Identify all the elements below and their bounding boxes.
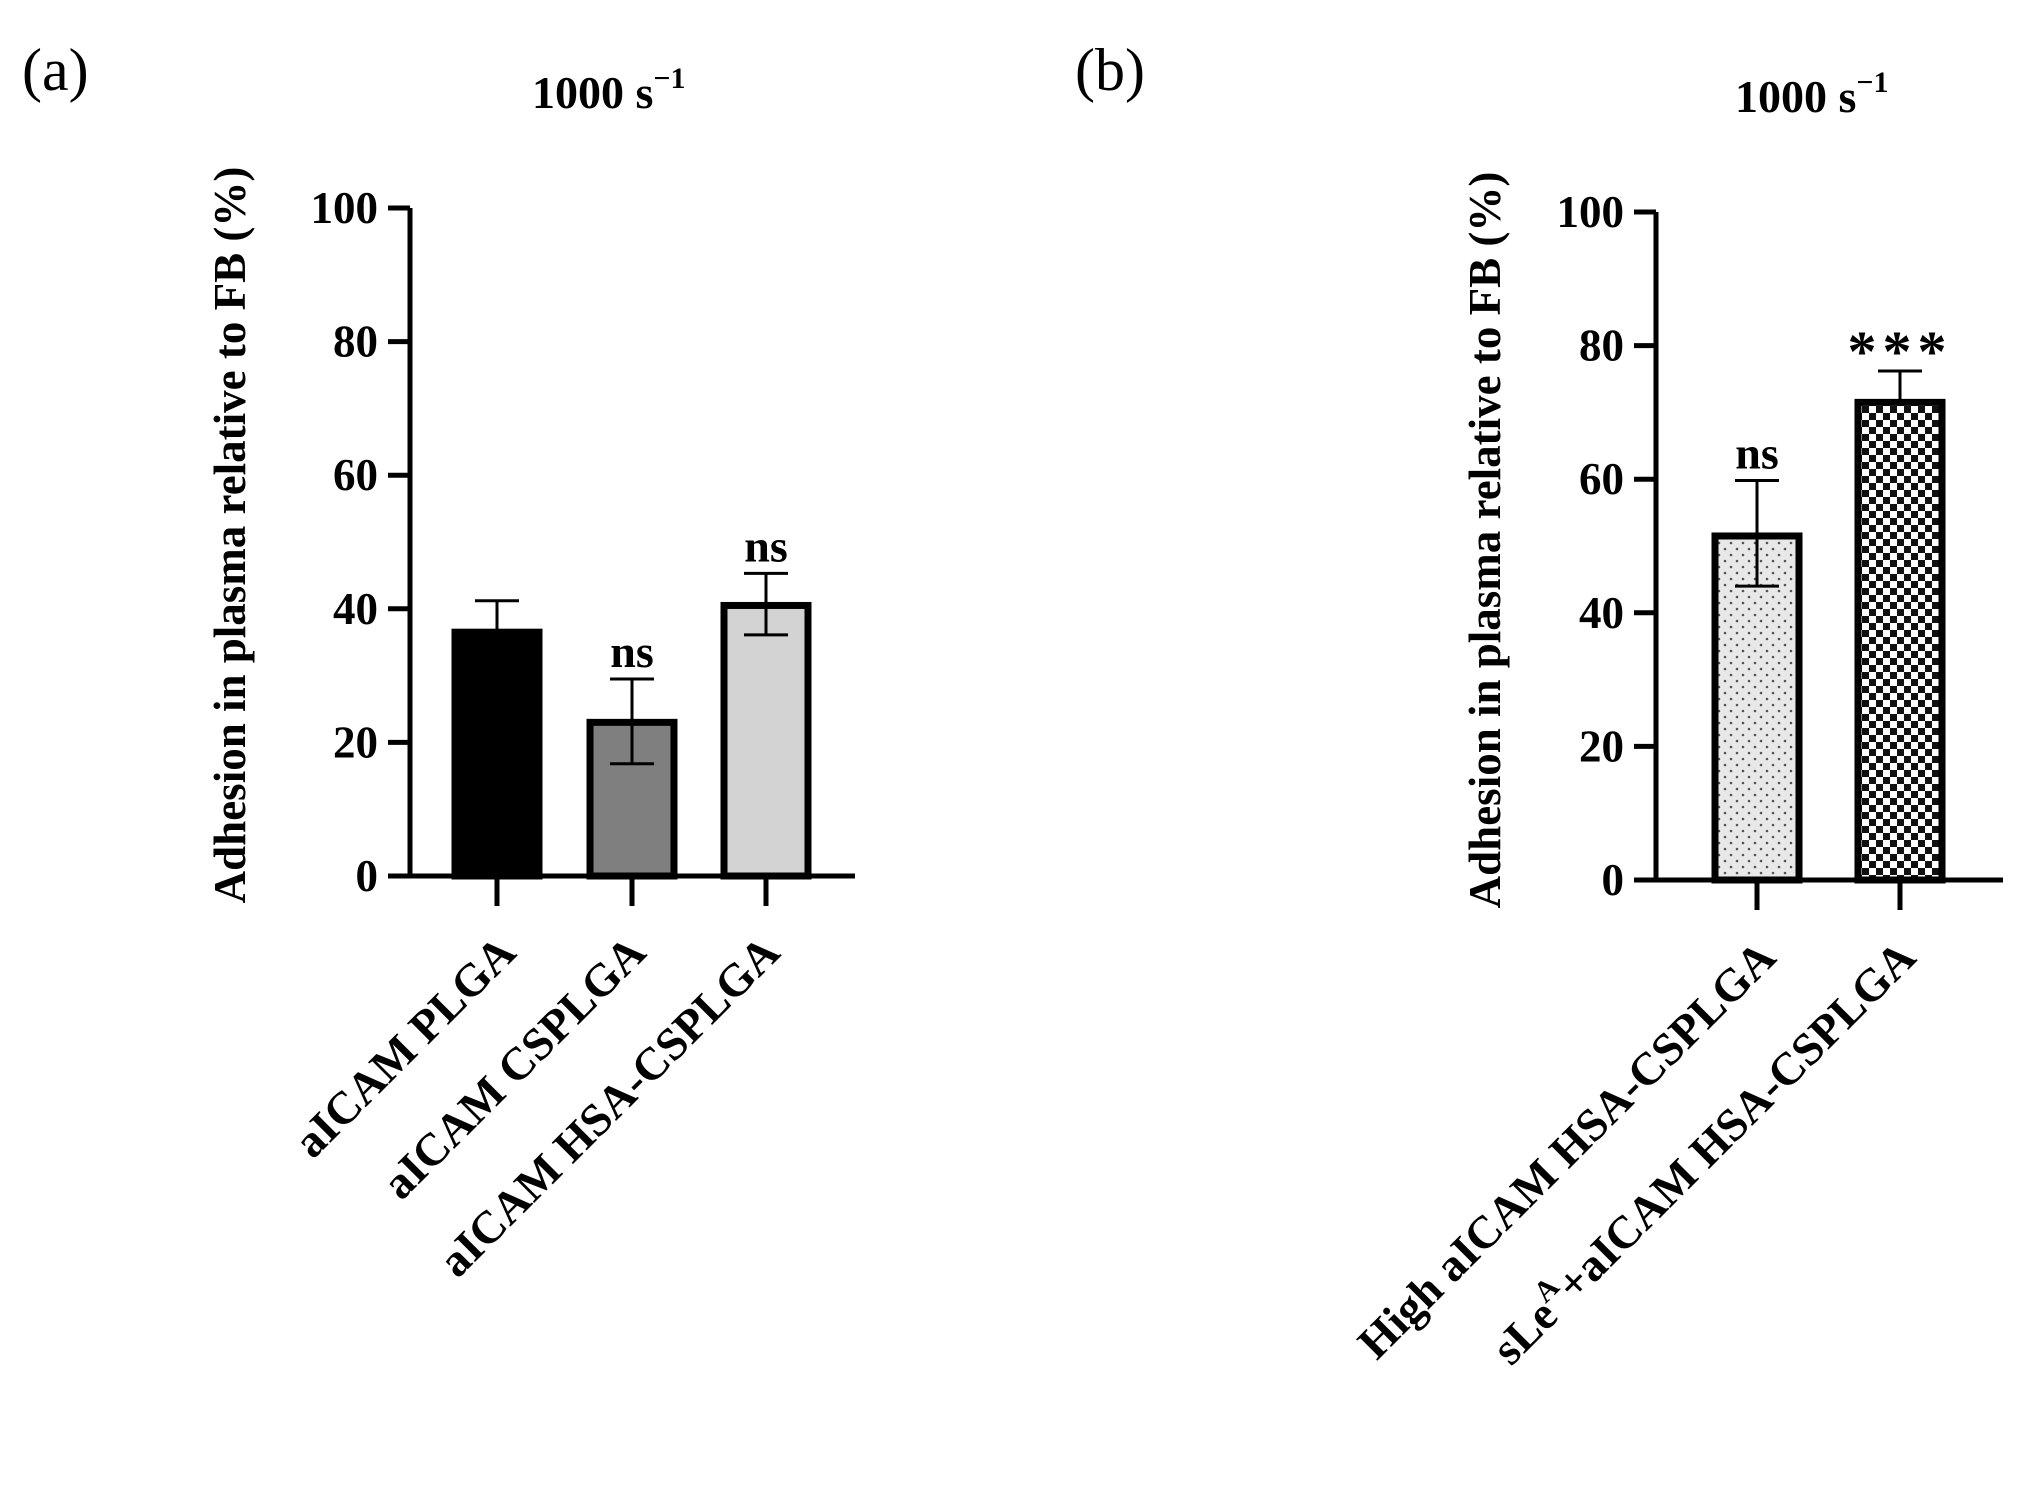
y-axis-ticks: 0 20 40 60 80 100 (311, 183, 410, 901)
significance-label: ns (610, 626, 653, 677)
panel-b: (b) 1000 s−1 Adhesion in plasma relative… (1075, 37, 2003, 1374)
y-axis-ticks: 0 20 40 60 80 100 (1557, 187, 1656, 905)
bar (451, 628, 543, 880)
panel-label: (b) (1075, 37, 1145, 103)
x-category-label: aICAM PLGA (284, 926, 525, 1167)
significance-label: *** (1848, 319, 1953, 384)
error-bar (744, 571, 788, 637)
error-bar (1878, 369, 1922, 403)
error-bar (610, 677, 654, 766)
error-bar (475, 599, 519, 633)
error-bar (1735, 479, 1779, 588)
chart-title: 1000 s−1 (1735, 66, 1889, 122)
significance-label: ns (1735, 428, 1778, 479)
panel-label: (a) (22, 37, 89, 103)
chart-title-base: 1000 s (1735, 71, 1856, 122)
panel-a: (a) 1000 s−1 Adhesion in plasma relative… (22, 37, 855, 1286)
y-tick-label: 40 (1579, 588, 1624, 638)
y-tick-label: 80 (1579, 321, 1624, 371)
significance-labels: ns ns (610, 520, 787, 677)
y-tick-label: 60 (333, 450, 378, 500)
chart-title-base: 1000 s (532, 67, 653, 118)
y-tick-label: 100 (311, 183, 379, 233)
y-tick-label: 40 (333, 584, 378, 634)
y-tick-label: 20 (333, 717, 378, 767)
significance-labels: ns *** (1735, 319, 1953, 479)
x-axis-category-ticks (494, 876, 769, 906)
chart-title-exponent: −1 (653, 62, 685, 95)
bar (1854, 398, 1946, 884)
error-bars (1735, 369, 1922, 588)
chart-title-exponent: −1 (1856, 66, 1888, 99)
chart-title: 1000 s−1 (532, 62, 686, 118)
bars (1711, 398, 1946, 884)
error-bars (475, 571, 788, 766)
y-tick-label: 0 (356, 851, 379, 901)
y-tick-label: 60 (1579, 454, 1624, 504)
y-axis-label: Adhesion in plasma relative to FB (%) (205, 167, 255, 904)
y-tick-label: 0 (1602, 855, 1625, 905)
y-tick-label: 80 (333, 317, 378, 367)
y-tick-label: 100 (1557, 187, 1625, 237)
y-tick-label: 20 (1579, 721, 1624, 771)
significance-label: ns (744, 520, 787, 571)
bar (1711, 532, 1803, 884)
y-axis-label: Adhesion in plasma relative to FB (%) (1460, 172, 1510, 909)
bar (720, 601, 812, 880)
x-axis-category-ticks (1754, 880, 1903, 910)
